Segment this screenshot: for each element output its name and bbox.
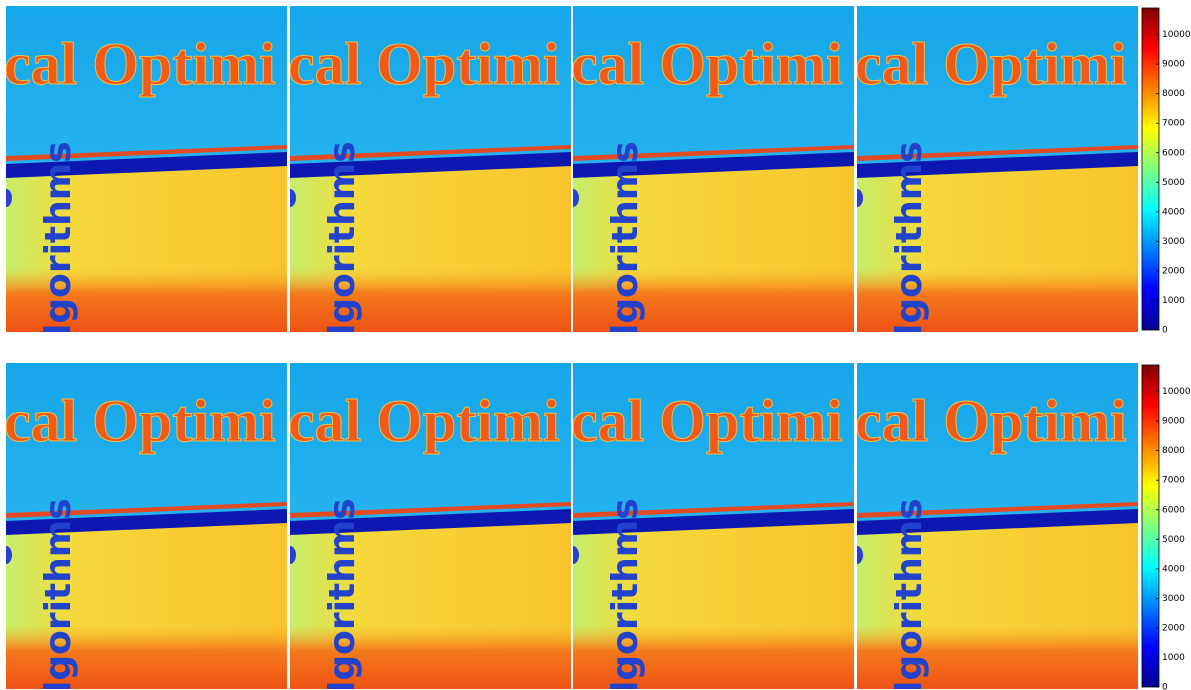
blue-dot: [6, 189, 12, 207]
dark-edge: [290, 152, 571, 178]
colorbar: [1141, 364, 1160, 688]
red-edge: [6, 145, 287, 161]
image-text: cal Optimi: [571, 31, 843, 97]
bottom-band: [573, 268, 854, 332]
dark-edge: [857, 509, 1138, 535]
colorbar-tick-label: 7000: [1162, 119, 1185, 129]
red-edge: [857, 502, 1138, 518]
image-text: cal Optimi: [4, 388, 276, 454]
image-text: lgorithms: [605, 141, 646, 336]
colorbar-tick-label: 10000: [1162, 30, 1191, 40]
image-text: lgorithms: [38, 498, 79, 690]
image-panel: cal Optimi lgorithms: [855, 6, 1138, 336]
colorbar-tick-label: 3000: [1162, 237, 1185, 247]
colorbar: [1141, 7, 1160, 331]
colorbar-tick-label: 9000: [1162, 417, 1185, 427]
blue-dot: [290, 546, 296, 564]
image-panel: cal Optimi lgorithms: [288, 363, 571, 690]
bottom-band: [6, 625, 287, 689]
blue-dot: [573, 189, 579, 207]
image-text: cal Optimi: [855, 31, 1127, 97]
colorbar-tick-label: 0: [1162, 683, 1168, 690]
image-text: cal Optimi: [571, 388, 843, 454]
image-panel: cal Optimi lgorithms: [571, 6, 854, 336]
colorbar-tick-label: 8000: [1162, 446, 1185, 456]
red-edge: [857, 145, 1138, 161]
blue-dot: [290, 189, 296, 207]
bottom-band: [573, 625, 854, 689]
blue-dot: [6, 546, 12, 564]
dark-edge: [573, 152, 854, 178]
dark-edge: [857, 152, 1138, 178]
colorbar-tick-label: 7000: [1162, 476, 1185, 486]
colorbar-tick-label: 6000: [1162, 505, 1185, 515]
image-text: cal Optimi: [855, 388, 1127, 454]
image-panel: cal Optimi lgorithms: [855, 363, 1138, 690]
red-edge: [573, 145, 854, 161]
colorbar-tick-label: 3000: [1162, 594, 1185, 604]
colorbar-tick-label: 8000: [1162, 89, 1185, 99]
bottom-band: [290, 268, 571, 332]
image-panel: cal Optimi lgorithms: [4, 6, 287, 336]
bottom-band: [857, 268, 1138, 332]
colorbar-tick-label: 4000: [1162, 564, 1185, 574]
colorbar-tick-label: 2000: [1162, 623, 1185, 633]
blue-dot: [857, 546, 863, 564]
image-text: lgorithms: [889, 498, 930, 690]
image-panel: cal Optimi lgorithms: [571, 363, 854, 690]
image-text: cal Optimi: [288, 388, 560, 454]
colorbar-tick-label: 10000: [1162, 387, 1191, 397]
blue-dot: [857, 189, 863, 207]
image-panel: cal Optimi lgorithms: [288, 6, 571, 336]
bottom-band: [6, 268, 287, 332]
image-panel: cal Optimi lgorithms: [4, 363, 287, 690]
colorbar-tick-label: 5000: [1162, 535, 1185, 545]
colorbar-tick-label: 1000: [1162, 296, 1185, 306]
colorbar-tick-label: 6000: [1162, 148, 1185, 158]
colorbar-tick-label: 0: [1162, 326, 1168, 336]
red-edge: [6, 502, 287, 518]
bottom-band: [857, 625, 1138, 689]
colorbar-tick-label: 5000: [1162, 178, 1185, 188]
red-edge: [290, 502, 571, 518]
red-edge: [290, 145, 571, 161]
dark-edge: [573, 509, 854, 535]
image-text: cal Optimi: [4, 31, 276, 97]
colorbar-tick-label: 1000: [1162, 653, 1185, 663]
bottom-band: [290, 625, 571, 689]
dark-edge: [6, 152, 287, 178]
image-text: cal Optimi: [288, 31, 560, 97]
dark-edge: [290, 509, 571, 535]
red-edge: [573, 502, 854, 518]
colorbar-tick-label: 9000: [1162, 60, 1185, 70]
image-text: lgorithms: [322, 498, 363, 690]
blue-dot: [573, 546, 579, 564]
colorbar-tick-label: 2000: [1162, 266, 1185, 276]
image-text: lgorithms: [605, 498, 646, 690]
dark-edge: [6, 509, 287, 535]
colorbar-tick-label: 4000: [1162, 207, 1185, 217]
image-text: lgorithms: [38, 141, 79, 336]
image-text: lgorithms: [322, 141, 363, 336]
image-text: lgorithms: [889, 141, 930, 336]
